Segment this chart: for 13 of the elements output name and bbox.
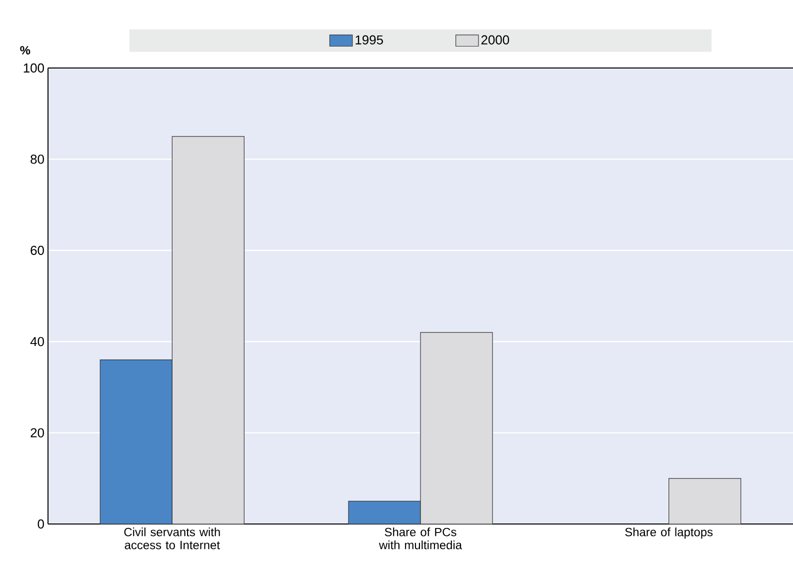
y-tick-label: 80	[30, 154, 44, 164]
y-tick-label: 0	[38, 519, 44, 529]
bar	[668, 478, 742, 524]
y-axis-title: %	[20, 46, 30, 54]
y-tick-label: 100	[24, 63, 44, 73]
x-tick-label: Share of PCs with multimedia	[378, 528, 462, 550]
y-tick-label: 60	[30, 246, 44, 255]
legend-label: 1995	[356, 35, 383, 44]
y-tick-label: 20	[30, 428, 44, 438]
legend-label: 2000	[481, 35, 510, 44]
y-tick-label: 40	[30, 337, 44, 346]
x-tick-label: Civil servants with access to Internet	[124, 528, 220, 550]
x-tick-label: Share of laptops	[625, 528, 713, 539]
